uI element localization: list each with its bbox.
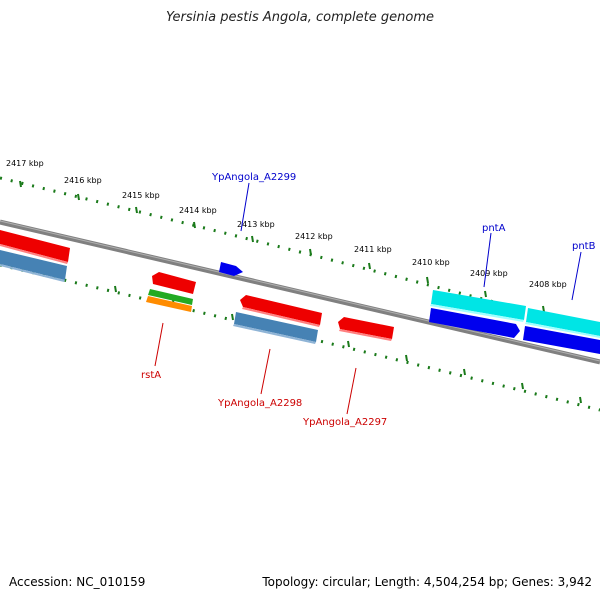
major-tick [77,193,80,201]
gene-arrow-steelblue[interactable] [0,250,67,280]
gene-label-ypangola-a2297[interactable]: YpAngola_A2297 [302,417,387,428]
gene-arrow-cyan-shade [430,304,524,322]
gene-arrow-pnta[interactable] [431,290,526,320]
gene-arrow-cyan-shade [525,322,600,338]
gene-arrow-steelblue-shade [0,264,65,282]
outer-tick-ring [0,176,600,332]
leader-line [260,348,271,395]
scale-label: 2413 kbp [237,220,275,229]
gene-arrow-red-shade [0,244,68,264]
major-tick [484,290,487,298]
gene-labels: YpAngola_A2299 pntA pntB rstA YpAngola_A… [141,172,596,428]
gene-arrow-red-shade [242,307,320,327]
major-tick [542,305,545,313]
major-tick [135,206,138,214]
scale-label: 2412 kbp [295,232,333,241]
gene-arrow-pntb[interactable] [526,308,600,336]
outer-major-ticks [19,180,545,313]
gene-arrow-steelblue-shade [233,324,316,344]
major-tick [231,313,234,321]
major-tick [347,340,350,348]
gene-arrow-rsta[interactable] [152,272,196,294]
scale-label: 2414 kbp [179,206,217,215]
map-title: Yersinia pestis Angola, complete genome [166,10,434,25]
gene-arrow-blue[interactable] [523,326,600,354]
gene-label-rsta[interactable]: rstA [141,370,161,381]
major-tick [193,221,196,229]
gene-arrow-ypangola-a2298[interactable] [234,312,318,342]
leader-line [571,251,582,301]
accession-text: Accession: NC_010159 [9,575,146,589]
scale-label: 2408 kbp [529,280,567,289]
leader-line [154,322,164,367]
genome-summary-text: Topology: circular; Length: 4,504,254 bp… [262,575,592,589]
gene-label-pnta[interactable]: pntA [482,223,506,234]
leader-line [483,232,492,288]
major-tick [463,368,466,376]
major-tick [251,235,254,243]
gene-label-ypangola-a2299[interactable]: YpAngola_A2299 [211,172,296,183]
leader-lines [154,182,582,415]
gene-label-pntb[interactable]: pntB [572,241,596,252]
gene-arrow-red-shade [339,329,392,341]
gene-arrow-ypangola-a2297[interactable] [338,317,394,339]
major-tick [405,354,408,362]
scale-label: 2415 kbp [122,191,160,200]
major-tick [521,382,524,390]
major-tick [368,262,371,270]
gene-arrow-green[interactable] [148,289,193,305]
genome-backbone [0,219,600,365]
gene-arrow-ypangola-a2298-red[interactable] [240,295,322,325]
gene-arrow-blue[interactable] [429,308,520,338]
gene-arrow-orange[interactable] [146,296,192,312]
genome-backbone-highlight [0,220,600,362]
gene-arrow-ypangola-a2299[interactable] [219,262,243,276]
scale-label: 2417 kbp [6,159,44,168]
major-tick [426,276,429,284]
scale-label: 2409 kbp [470,269,508,278]
major-tick [19,180,22,188]
leader-line [240,182,250,232]
major-tick [579,396,582,404]
gene-arrow-red[interactable] [0,230,70,262]
outer-minor-ticks [0,176,600,332]
scale-label: 2410 kbp [412,258,450,267]
scale-label: 2411 kbp [354,245,392,254]
major-tick [114,285,117,293]
major-tick [309,248,312,256]
feature-arrows [0,230,600,354]
scale-labels: 2417 kbp 2416 kbp 2415 kbp 2414 kbp 2413… [6,159,567,289]
leader-line [346,367,357,415]
gene-label-ypangola-a2298[interactable]: YpAngola_A2298 [217,398,302,409]
scale-label: 2416 kbp [64,176,102,185]
